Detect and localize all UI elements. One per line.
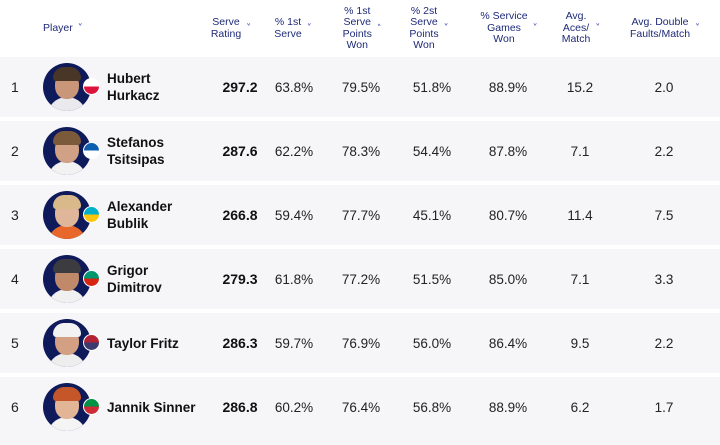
stat-aces: 15.2: [566, 79, 594, 95]
table-row[interactable]: 6 Jannik Sinner 286.8 60.2% 76.4% 56.8% 88.9% 6…: [0, 377, 720, 437]
stat-first_won: 76.9%: [341, 335, 381, 351]
rank-number: 4: [11, 271, 19, 287]
stat-aces: 6.2: [570, 399, 590, 415]
stat-second_won: 51.8%: [412, 79, 452, 95]
stat-second_won: 45.1%: [412, 207, 452, 223]
stat-second_won: 56.8%: [412, 399, 452, 415]
table-header: Player ˅ Serve Rating ˅% 1st Serve ˅% 1st Se…: [0, 0, 720, 57]
stat-games_won: 88.9%: [488, 79, 528, 95]
player-name[interactable]: Taylor Fritz: [107, 335, 179, 351]
stat-aces: 7.1: [570, 271, 590, 287]
stat-games_won: 80.7%: [488, 207, 528, 223]
stat-first_serve: 59.4%: [274, 207, 314, 223]
chevron-down-icon[interactable]: ˅: [306, 23, 312, 34]
table-row[interactable]: 2 Stefanos Tsitsipas 287.6 62.2% 78.3% 54.4% 8…: [0, 121, 720, 181]
chevron-down-icon[interactable]: ˅: [246, 23, 252, 34]
stat-df: 7.5: [654, 207, 674, 223]
stat-first_serve: 61.8%: [274, 271, 314, 287]
player-name[interactable]: Alexander Bublik: [107, 199, 173, 231]
stat-df: 2.0: [654, 79, 674, 95]
player-name[interactable]: Hubert Hurkacz: [107, 71, 160, 103]
country-flag-icon: [83, 206, 100, 223]
stat-aces: 11.4: [567, 207, 593, 223]
table-row[interactable]: 4 Grigor Dimitrov 279.3 61.8% 77.2% 51.5% 85.0…: [0, 249, 720, 309]
country-flag-icon: [83, 142, 100, 159]
column-header-label: Avg. Aces/ Match: [561, 10, 591, 46]
stat-games_won: 88.9%: [488, 399, 528, 415]
stat-df: 3.3: [654, 271, 674, 287]
stat-df: 2.2: [654, 335, 674, 351]
rank-number: 2: [11, 143, 19, 159]
rank-number: 1: [11, 79, 19, 95]
rank-number: 6: [11, 399, 19, 415]
stat-first_serve: 63.8%: [274, 79, 314, 95]
column-header-df[interactable]: Avg. Double Faults/Match ˅: [614, 0, 716, 57]
column-header-second_won[interactable]: % 2st Serve Points Won ˅: [398, 0, 460, 57]
column-header-label: % 1st Serve Points Won: [342, 4, 372, 51]
column-header-player[interactable]: Player ˅: [30, 0, 123, 57]
column-header-first_serve[interactable]: % 1st Serve ˅: [262, 0, 324, 57]
chevron-up-icon[interactable]: ˄: [376, 23, 382, 34]
player-avatar[interactable]: [43, 255, 91, 303]
column-header-games_won[interactable]: % Service Games Won ˅: [468, 0, 550, 57]
chevron-down-icon[interactable]: ˅: [595, 23, 601, 34]
stat-first_won: 77.2%: [341, 271, 381, 287]
chevron-down-icon[interactable]: ˅: [695, 23, 701, 34]
country-flag-icon: [83, 78, 100, 95]
column-header-aces[interactable]: Avg. Aces/ Match ˅: [550, 0, 612, 57]
player-name[interactable]: Jannik Sinner: [107, 399, 196, 415]
column-header-label: Avg. Double Faults/Match: [629, 16, 691, 40]
stat-games_won: 85.0%: [488, 271, 528, 287]
stat-aces: 9.5: [570, 335, 590, 351]
stat-first_serve: 59.7%: [274, 335, 314, 351]
stat-first_won: 79.5%: [341, 79, 381, 95]
column-header-first_won[interactable]: % 1st Serve Points Won ˄: [330, 0, 394, 57]
stat-rating: 266.8: [222, 207, 258, 223]
stat-first_serve: 60.2%: [274, 399, 314, 415]
country-flag-icon: [83, 334, 100, 351]
stat-rating: 286.3: [222, 335, 258, 351]
stat-games_won: 87.8%: [488, 143, 528, 159]
stat-first_won: 78.3%: [341, 143, 381, 159]
stat-first_serve: 62.2%: [274, 143, 314, 159]
column-header-label: Player: [43, 21, 73, 34]
country-flag-icon: [83, 398, 100, 415]
player-name[interactable]: Grigor Dimitrov: [107, 263, 162, 295]
stat-df: 2.2: [654, 143, 674, 159]
table-row[interactable]: 5 Taylor Fritz 286.3 59.7% 76.9% 56.0% 86.4% 9.…: [0, 313, 720, 373]
stat-second_won: 54.4%: [412, 143, 452, 159]
stat-first_won: 77.7%: [341, 207, 381, 223]
next-row-partial: [0, 434, 720, 445]
stat-second_won: 51.5%: [412, 271, 452, 287]
column-header-label: Serve Rating: [210, 16, 242, 40]
stat-second_won: 56.0%: [412, 335, 452, 351]
rank-number: 5: [11, 335, 19, 351]
column-header-label: % 2st Serve Points Won: [409, 4, 439, 51]
column-header-label: % Service Games Won: [480, 10, 528, 46]
chevron-down-icon[interactable]: ˅: [77, 23, 83, 34]
table-row[interactable]: 3 Alexander Bublik 266.8 59.4% 77.7% 45.1% 80.…: [0, 185, 720, 245]
stat-rating: 279.3: [222, 271, 258, 287]
stat-rating: 286.8: [222, 399, 258, 415]
table-row[interactable]: 1 Hubert Hurkacz 297.2 63.8% 79.5% 51.8% 88.9%…: [0, 57, 720, 117]
stat-rating: 287.6: [222, 143, 258, 159]
stat-rating: 297.2: [222, 79, 258, 95]
stat-df: 1.7: [654, 399, 674, 415]
stat-aces: 7.1: [570, 143, 590, 159]
chevron-down-icon[interactable]: ˅: [532, 23, 538, 34]
country-flag-icon: [83, 270, 100, 287]
column-header-label: % 1st Serve: [274, 16, 302, 40]
chevron-down-icon[interactable]: ˅: [443, 23, 449, 34]
column-header-rating[interactable]: Serve Rating ˅: [195, 0, 267, 57]
stat-games_won: 86.4%: [488, 335, 528, 351]
player-name[interactable]: Stefanos Tsitsipas: [107, 135, 165, 167]
rank-number: 3: [11, 207, 19, 223]
stat-first_won: 76.4%: [341, 399, 381, 415]
